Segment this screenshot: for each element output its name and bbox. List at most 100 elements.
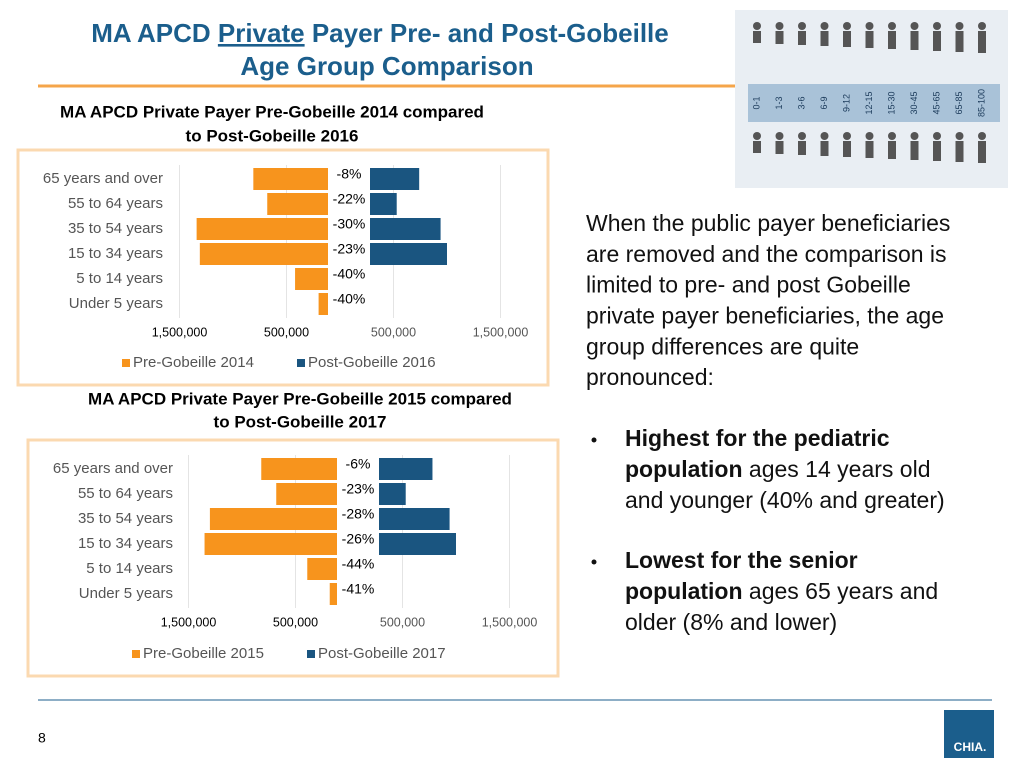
label-bg xyxy=(328,218,370,240)
figure-head xyxy=(775,132,784,140)
figure-head xyxy=(955,132,964,140)
figure-head xyxy=(798,132,806,140)
category-label: Under 5 years xyxy=(79,585,173,602)
figure-body xyxy=(798,141,806,155)
change-label: -44% xyxy=(342,556,375,572)
legend-swatch xyxy=(297,359,305,367)
change-label: -8% xyxy=(337,166,362,182)
change-label: -23% xyxy=(342,481,375,497)
x-tick-label: 1,500,000 xyxy=(473,325,529,339)
age-label: 15-30 xyxy=(886,91,896,114)
intro-text: limited to pre- and post Gobeille xyxy=(586,272,911,298)
change-label: -6% xyxy=(346,456,371,472)
figures: 0-1 1-3 3-6 6-9 9-12 12-15 15-30 30-45 45-65 65-8… xyxy=(751,22,986,163)
chart-title: to Post-Gobeille 2017 xyxy=(214,412,387,431)
age-label: 45-65 xyxy=(931,91,941,114)
intro-text: When the public payer beneficiaries xyxy=(586,210,950,236)
category-label: 15 to 34 years xyxy=(68,245,163,262)
title: Age Group Comparison xyxy=(240,51,533,81)
figure-body xyxy=(978,31,986,53)
age-label: 3-6 xyxy=(796,96,806,109)
legend-swatch xyxy=(132,650,140,658)
category-label: 5 to 14 years xyxy=(86,560,173,577)
legend-label: Pre-Gobeille 2015 xyxy=(143,645,264,662)
label-bg xyxy=(337,508,379,530)
legend-swatch xyxy=(307,650,315,658)
label-bg xyxy=(337,583,379,605)
change-label: -23% xyxy=(333,241,366,257)
category-label: 35 to 54 years xyxy=(78,510,173,527)
figure-body xyxy=(910,141,919,160)
figure-body xyxy=(820,141,829,156)
title-part: Payer Pre- and Post-Gobeille xyxy=(305,18,669,48)
age-label: 0-1 xyxy=(751,96,761,109)
figure-head xyxy=(978,22,986,30)
change-label: -30% xyxy=(333,216,366,232)
bar xyxy=(196,218,340,240)
x-tick-label: 500,000 xyxy=(380,615,425,629)
bullet-line: older (8% and lower) xyxy=(625,609,837,635)
x-tick-label: 1,500,000 xyxy=(152,325,208,339)
label-bg xyxy=(328,243,370,265)
label-bg xyxy=(337,558,379,580)
x-tick-label: 500,000 xyxy=(273,615,318,629)
change-label: -22% xyxy=(333,191,366,207)
bar xyxy=(253,168,340,190)
label-bg xyxy=(328,293,370,315)
category-label: 65 years and over xyxy=(43,170,163,187)
figure-head xyxy=(798,22,806,30)
figure-head xyxy=(933,22,941,30)
age-label: 12-15 xyxy=(864,91,874,114)
figure-head xyxy=(843,22,851,30)
figure-body xyxy=(753,31,761,43)
figure-body xyxy=(955,141,964,162)
category-label: 55 to 64 years xyxy=(78,485,173,502)
category-label: 5 to 14 years xyxy=(76,270,163,287)
figure-body xyxy=(955,31,964,52)
figure-body xyxy=(978,141,986,163)
bullet-text: ages 14 years old xyxy=(743,456,931,482)
figure-body xyxy=(843,31,851,47)
title-part: MA APCD xyxy=(91,18,218,48)
age-label: 85-100 xyxy=(976,89,986,117)
change-label: -28% xyxy=(342,506,375,522)
change-label: -40% xyxy=(333,266,366,282)
bullet-text: older (8% and lower) xyxy=(625,609,837,635)
figure-body xyxy=(753,141,761,153)
figure-body xyxy=(933,31,941,51)
intro-text: group differences are quite xyxy=(586,333,859,359)
figure-body xyxy=(775,31,784,44)
figure-body xyxy=(843,141,851,157)
intro-text: pronounced: xyxy=(586,364,714,390)
figure-head xyxy=(865,22,874,30)
x-tick-label: 500,000 xyxy=(371,325,416,339)
change-label: -26% xyxy=(342,531,375,547)
bar xyxy=(204,533,349,555)
bullet-text: and younger (40% and greater) xyxy=(625,487,945,513)
category-label: Under 5 years xyxy=(69,295,163,312)
figure-head xyxy=(955,22,964,30)
label-bg xyxy=(337,458,379,480)
bullet-bold: population xyxy=(625,578,743,604)
logo-text: CHIA. xyxy=(954,740,987,754)
bullet-marker xyxy=(591,437,597,443)
category-label: 15 to 34 years xyxy=(78,535,173,552)
bullet-line: Lowest for the senior xyxy=(625,547,858,573)
x-tick-label: 1,500,000 xyxy=(161,615,217,629)
intro-text: are removed and the comparison is xyxy=(586,241,947,267)
figure-head xyxy=(820,22,829,30)
figure-head xyxy=(933,132,941,140)
bar xyxy=(261,458,349,480)
legend-swatch xyxy=(122,359,130,367)
age-band xyxy=(748,84,1000,122)
label-bg xyxy=(328,268,370,290)
category-label: 55 to 64 years xyxy=(68,195,163,212)
legend-label: Post-Gobeille 2016 xyxy=(308,354,436,371)
figure-body xyxy=(798,31,806,45)
legend-label: Pre-Gobeille 2014 xyxy=(133,354,254,371)
title: MA APCD Private Payer Pre- and Post-Gobe… xyxy=(91,18,668,48)
figure-body xyxy=(910,31,919,50)
figure-body xyxy=(820,31,829,46)
bullet-bold: Lowest for the senior xyxy=(625,547,858,573)
logo xyxy=(944,710,994,758)
